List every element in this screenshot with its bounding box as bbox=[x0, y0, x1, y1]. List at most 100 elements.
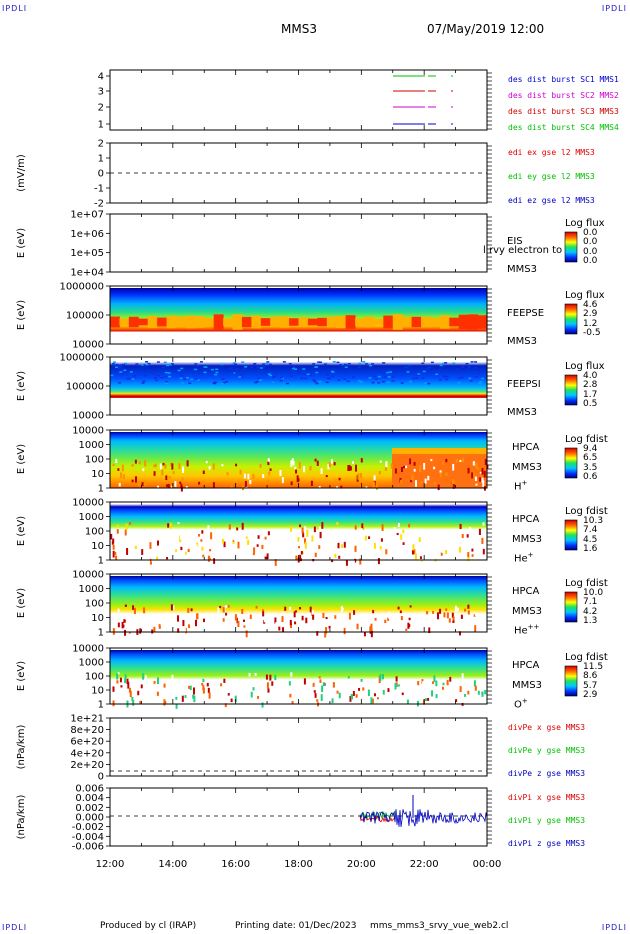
feepsi-speckle bbox=[358, 362, 362, 365]
feepsi-speckle bbox=[229, 367, 233, 369]
colorbar-value: 0.5 bbox=[583, 399, 598, 410]
feepsi-speckle bbox=[426, 367, 430, 369]
y-tick-label: -1 bbox=[94, 184, 104, 195]
hpca-speckle bbox=[222, 618, 225, 622]
feepsi-speckle bbox=[230, 364, 234, 367]
y-tick-label: 10000 bbox=[72, 644, 104, 655]
hpca-speckle bbox=[360, 678, 363, 682]
feepsi-speckle bbox=[415, 377, 419, 380]
hpca-speckle bbox=[480, 630, 483, 638]
hpca-speckle bbox=[387, 688, 390, 692]
hpca-speckle bbox=[319, 531, 322, 539]
footer-filename: mms_mms3_srvy_vue_web2.cl bbox=[370, 921, 509, 931]
feepsi-speckle bbox=[343, 378, 347, 380]
hpca-speckle bbox=[307, 626, 310, 633]
colorbar-value: 11.5 bbox=[583, 662, 604, 672]
hpca-speckle bbox=[316, 460, 319, 466]
hpca-speckle bbox=[117, 622, 120, 628]
hpca-speckle bbox=[385, 461, 388, 468]
feepse-texture bbox=[260, 318, 271, 326]
colorbar-value: 4.6 bbox=[583, 300, 598, 310]
feepsi-speckle bbox=[118, 365, 122, 368]
hpca-speckle bbox=[374, 617, 377, 621]
hpca-speckle bbox=[142, 673, 145, 680]
hpca-speckle bbox=[166, 692, 169, 699]
hpca-speckle bbox=[295, 610, 298, 613]
hpca-speckle bbox=[471, 554, 474, 557]
hpca-speckle bbox=[439, 472, 442, 478]
feepsi-speckle bbox=[164, 371, 168, 374]
species-label: O+ bbox=[514, 697, 528, 711]
hpca-speckle bbox=[452, 463, 455, 471]
hpca-speckle bbox=[378, 471, 381, 475]
hpca-speckle bbox=[220, 683, 223, 687]
hpca-speckle bbox=[309, 606, 312, 613]
hpca-speckle bbox=[168, 475, 171, 479]
colorbar-value: 7.4 bbox=[583, 525, 598, 536]
species-charge: + bbox=[527, 551, 534, 559]
feepsi-speckle bbox=[115, 371, 119, 373]
hpca-speckle bbox=[170, 485, 173, 493]
feepsi-speckle bbox=[279, 380, 283, 382]
hpca-speckle bbox=[228, 524, 231, 530]
hpca-speckle bbox=[360, 458, 363, 463]
hpca-speckle bbox=[396, 532, 399, 536]
hpca-speckle bbox=[291, 458, 294, 462]
feepsi-speckle bbox=[427, 382, 431, 385]
hpca-speckle bbox=[343, 627, 346, 635]
hpca-speckle bbox=[474, 612, 477, 616]
hpca-speckle bbox=[299, 524, 302, 528]
hpca-speckle bbox=[117, 672, 120, 675]
y-axis-label: E (eV) bbox=[16, 516, 27, 546]
hpca-speckle bbox=[427, 475, 430, 481]
hpca-speckle bbox=[297, 478, 300, 482]
feepse-texture bbox=[251, 315, 262, 329]
feepsi-speckle bbox=[124, 362, 128, 365]
feepse-texture bbox=[449, 317, 460, 327]
feepsi-speckle bbox=[347, 363, 351, 365]
hpca-speckle bbox=[207, 687, 210, 694]
hpca-speckle bbox=[461, 673, 464, 679]
hpca-speckle bbox=[164, 464, 167, 469]
y-tick-label: 0 bbox=[98, 772, 104, 783]
feepsi-speckle bbox=[468, 377, 472, 380]
hpca-speckle bbox=[245, 536, 248, 539]
hpca-speckle bbox=[179, 532, 182, 540]
feepsi-speckle bbox=[241, 361, 245, 363]
feepsi-speckle bbox=[409, 380, 413, 383]
hpca-speckle bbox=[278, 626, 281, 631]
hpca-speckle bbox=[281, 528, 284, 536]
hpca-speckle bbox=[131, 464, 134, 467]
hpca-speckle bbox=[434, 482, 437, 485]
hpca-speckle bbox=[473, 680, 476, 687]
hpca-speckle bbox=[405, 465, 408, 469]
hpca-speckle bbox=[433, 466, 436, 470]
hpca-speckle bbox=[322, 612, 325, 619]
colorbar bbox=[564, 231, 578, 263]
hpca-speckle bbox=[241, 522, 244, 530]
hpca-speckle bbox=[481, 467, 484, 475]
feepsi-speckle bbox=[438, 368, 442, 371]
hpca-speckle bbox=[481, 691, 484, 697]
hpca-speckle bbox=[304, 541, 307, 549]
hpca-speckle bbox=[143, 697, 146, 704]
hpca-speckle bbox=[373, 542, 376, 549]
feepse-texture bbox=[128, 316, 139, 328]
feepsi-speckle bbox=[317, 361, 321, 363]
legend-entry: divPe x gse MMS3 bbox=[508, 723, 586, 732]
feepsi-speckle bbox=[412, 371, 416, 373]
feepsi-speckle bbox=[256, 366, 260, 368]
feepsi-speckle bbox=[196, 364, 200, 367]
feepsi-speckle bbox=[269, 374, 273, 377]
feepsi-speckle bbox=[323, 363, 327, 366]
colorbar bbox=[564, 374, 578, 406]
hpca-speckle bbox=[124, 629, 127, 636]
hpca-speckle bbox=[422, 681, 425, 685]
hpca-speckle bbox=[162, 623, 165, 627]
feepsi-speckle bbox=[112, 361, 116, 363]
hpca-speckle bbox=[402, 529, 405, 534]
hpca-speckle bbox=[394, 468, 397, 474]
feepsi-speckle bbox=[400, 382, 404, 384]
feepsi-speckle bbox=[211, 368, 215, 371]
